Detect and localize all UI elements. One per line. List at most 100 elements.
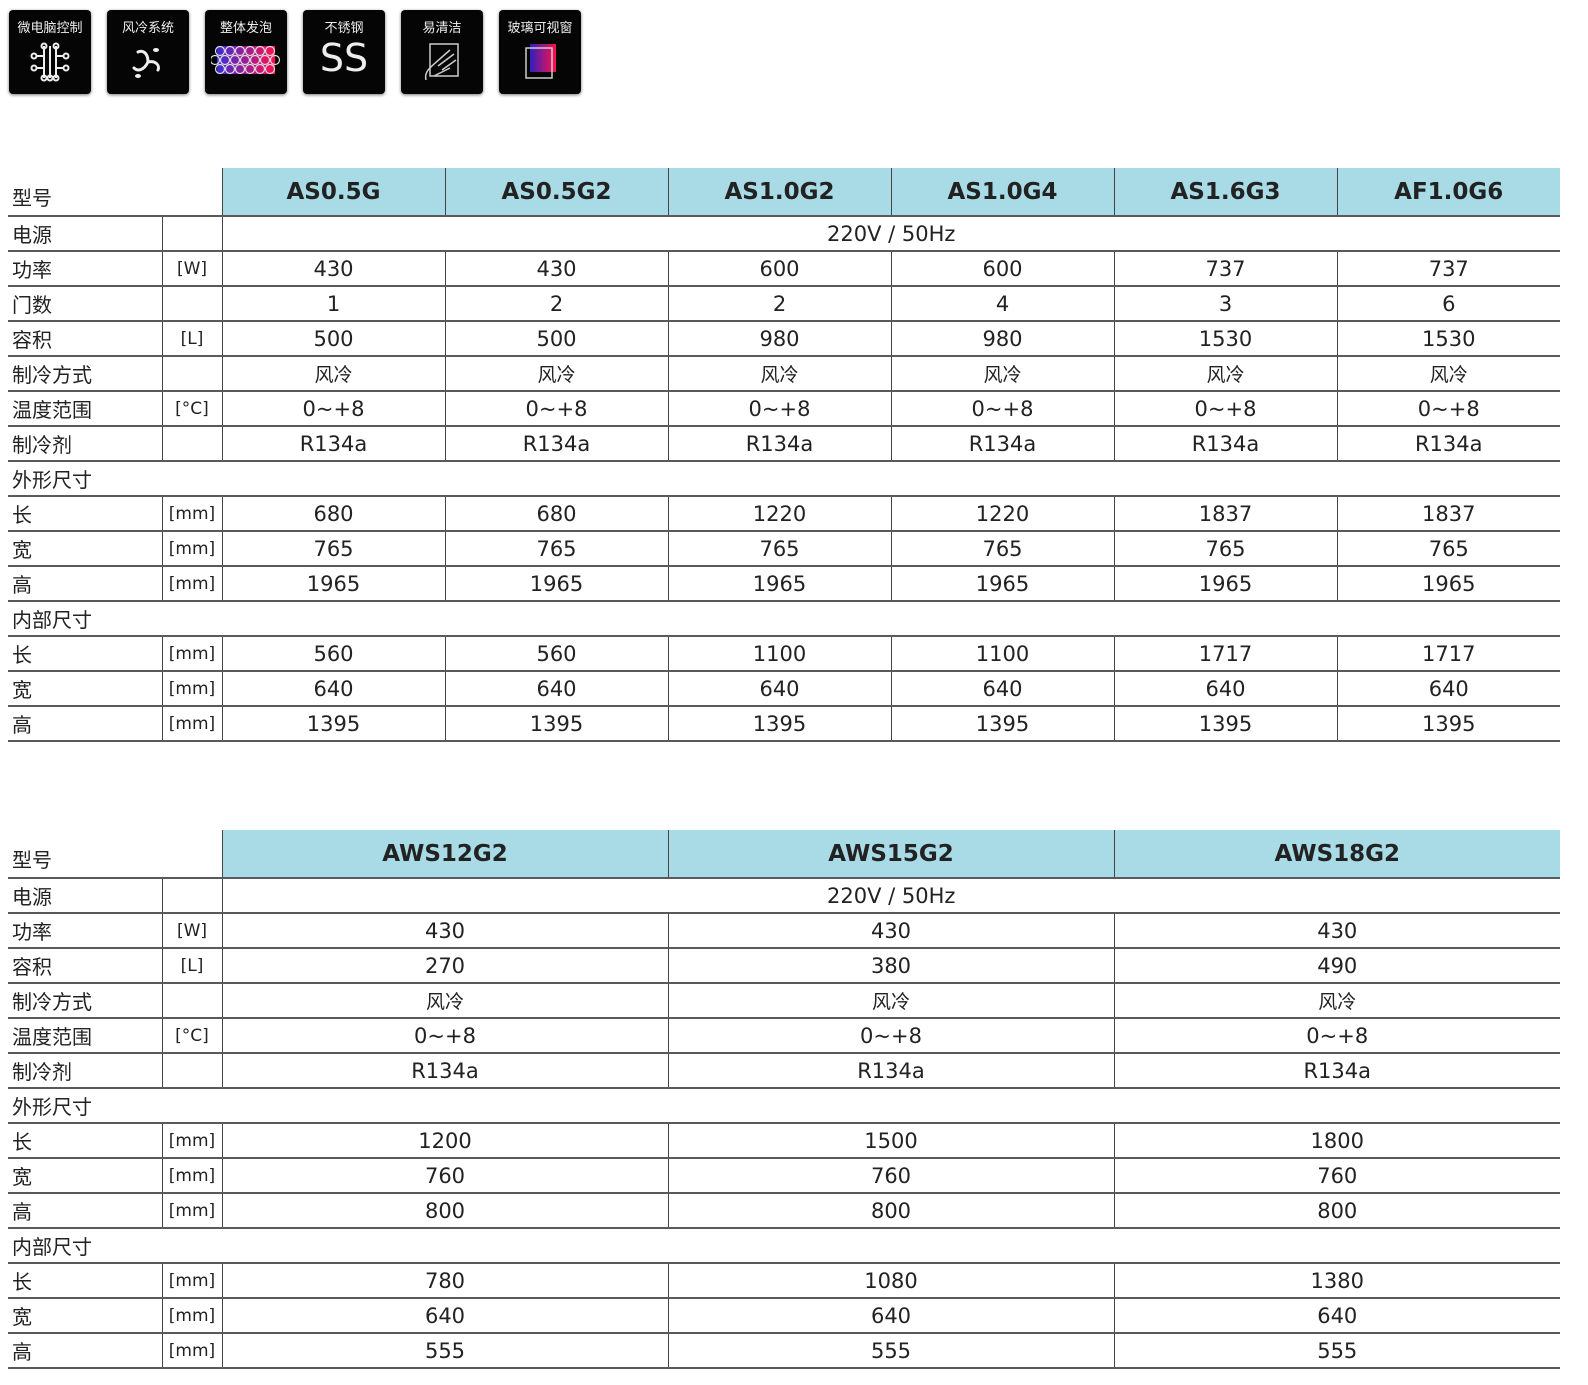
table-row: 功率 [W] 430 430 430	[8, 912, 1560, 949]
table-row: 门数 1 2 2 4 3 6	[8, 285, 1560, 322]
row-value: 0~+8	[1114, 1017, 1560, 1054]
row-value: 1500	[668, 1122, 1115, 1159]
table-row: 长 [mm] 560 560 1100 1100 1717 1717	[8, 635, 1560, 672]
row-value: 1395	[445, 705, 669, 742]
row-label: 宽	[8, 1157, 163, 1194]
row-value: 270	[222, 947, 669, 984]
feature-integral-foaming: 整体发泡	[205, 10, 287, 94]
row-value: 760	[1114, 1157, 1560, 1194]
row-unit: [mm]	[162, 530, 223, 567]
table-row: 温度范围 [°C] 0~+8 0~+8 0~+8 0~+8 0~+8 0~+8	[8, 390, 1560, 427]
row-value: 1220	[668, 495, 892, 532]
row-value: 600	[891, 250, 1115, 287]
row-value: 1080	[668, 1262, 1115, 1299]
row-value: 737	[1337, 250, 1560, 287]
row-value: 0~+8	[1337, 390, 1560, 427]
row-value: 640	[222, 670, 446, 707]
model-name: AF1.0G6	[1337, 168, 1560, 217]
row-unit: [mm]	[162, 1262, 223, 1299]
row-value: 765	[1114, 530, 1338, 567]
row-value: 1380	[1114, 1262, 1560, 1299]
row-value: 0~+8	[222, 390, 446, 427]
row-value: 800	[668, 1192, 1115, 1229]
row-value: 0~+8	[668, 390, 892, 427]
section-label: 内部尺寸	[8, 1227, 1560, 1264]
row-value: 640	[1337, 670, 1560, 707]
row-label: 电源	[8, 215, 163, 252]
row-value: 760	[222, 1157, 669, 1194]
table-row: 功率 [W] 430 430 600 600 737 737	[8, 250, 1560, 287]
row-value: R134a	[1114, 1052, 1560, 1089]
row-unit: [mm]	[162, 1157, 223, 1194]
row-value: 1395	[891, 705, 1115, 742]
row-value: 980	[891, 320, 1115, 357]
model-name: AS0.5G2	[445, 168, 669, 217]
row-value: 500	[445, 320, 669, 357]
row-value: 760	[668, 1157, 1115, 1194]
row-label: 制冷剂	[8, 425, 163, 462]
row-label: 容积	[8, 947, 163, 984]
row-unit	[162, 215, 223, 252]
row-label: 温度范围	[8, 1017, 163, 1054]
row-unit: [mm]	[162, 495, 223, 532]
row-value: R134a	[1337, 425, 1560, 462]
row-value: 1100	[668, 635, 892, 672]
model-header-label: 型号	[8, 168, 223, 217]
row-value: 430	[445, 250, 669, 287]
row-value: 1200	[222, 1122, 669, 1159]
model-header-label: 型号	[8, 830, 223, 879]
row-unit	[162, 877, 223, 914]
row-value: 800	[222, 1192, 669, 1229]
stainless-steel-icon: SS	[319, 36, 369, 80]
glass-window-icon	[525, 44, 556, 79]
spec-table-as-series: 型号 AS0.5G AS0.5G2 AS1.0G2 AS1.0G4 AS1.6G3 AF1.…	[8, 168, 1560, 742]
row-value: R134a	[445, 425, 669, 462]
row-label: 门数	[8, 285, 163, 322]
row-value: 1395	[668, 705, 892, 742]
row-value-span: 220V / 50Hz	[222, 215, 1560, 252]
row-label: 高	[8, 1192, 163, 1229]
row-unit: [L]	[162, 320, 223, 357]
row-value: 640	[1114, 1297, 1560, 1334]
row-value: 640	[668, 1297, 1115, 1334]
row-value: 560	[445, 635, 669, 672]
row-value: 1530	[1114, 320, 1338, 357]
row-value: 风冷	[222, 355, 446, 392]
row-value: 0~+8	[668, 1017, 1115, 1054]
row-value: 1395	[1337, 705, 1560, 742]
row-value: 640	[445, 670, 669, 707]
row-value: 1965	[668, 565, 892, 602]
row-value: 430	[222, 912, 669, 949]
model-name: AWS12G2	[222, 830, 669, 879]
row-value: R134a	[891, 425, 1115, 462]
row-value: 1965	[222, 565, 446, 602]
row-unit: [mm]	[162, 635, 223, 672]
row-value: 1965	[891, 565, 1115, 602]
row-value: 1800	[1114, 1122, 1560, 1159]
row-value: 1837	[1337, 495, 1560, 532]
row-value: 430	[668, 912, 1115, 949]
row-unit: [W]	[162, 912, 223, 949]
row-value: 1100	[891, 635, 1115, 672]
row-unit: [mm]	[162, 1297, 223, 1334]
row-value: 风冷	[891, 355, 1115, 392]
row-label: 容积	[8, 320, 163, 357]
row-unit	[162, 1052, 223, 1089]
row-value: R134a	[222, 1052, 669, 1089]
table-row: 长 [mm] 1200 1500 1800	[8, 1122, 1560, 1159]
table-row: 长 [mm] 780 1080 1380	[8, 1262, 1560, 1299]
row-value: 765	[222, 530, 446, 567]
model-name: AS1.0G4	[891, 168, 1115, 217]
row-value: 430	[222, 250, 446, 287]
row-value: 1965	[1114, 565, 1338, 602]
row-value: 980	[668, 320, 892, 357]
table-row: 容积 [L] 500 500 980 980 1530 1530	[8, 320, 1560, 357]
row-value: 1965	[1337, 565, 1560, 602]
header-row: 型号 AWS12G2 AWS15G2 AWS18G2	[8, 830, 1560, 879]
row-value: R134a	[1114, 425, 1338, 462]
foam-bubbles-icon	[211, 45, 281, 75]
row-value: 765	[668, 530, 892, 567]
row-label: 高	[8, 1332, 163, 1369]
table-row: 高 [mm] 800 800 800	[8, 1192, 1560, 1229]
hand-wipe-icon	[424, 43, 459, 81]
